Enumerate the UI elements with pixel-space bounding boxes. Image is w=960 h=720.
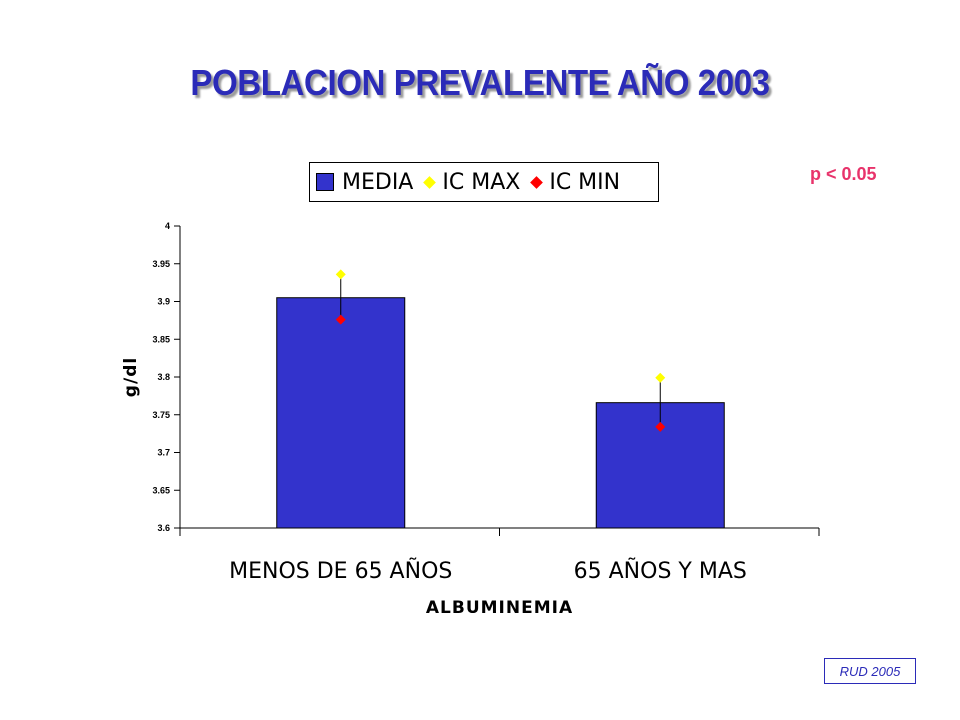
y-tick-label: 3.9 — [157, 297, 170, 307]
y-tick-label: 4 — [165, 221, 170, 231]
y-tick-label: 3.75 — [152, 410, 170, 420]
legend-swatch-media — [316, 173, 334, 191]
legend-label-media: MEDIA — [342, 169, 414, 195]
legend-label-ic-max: IC MAX — [442, 169, 521, 195]
chart-legend: MEDIA IC MAX IC MIN — [309, 162, 659, 202]
chart-error-markers — [335, 269, 666, 432]
legend-item-media: MEDIA — [316, 170, 413, 195]
legend-item-ic-max: IC MAX — [423, 170, 520, 195]
y-tick-label: 3.8 — [157, 372, 170, 382]
chart-title: POBLACION PREVALENTE AÑO 2003 — [190, 62, 770, 103]
ic-max-marker — [335, 269, 346, 280]
y-tick-label: 3.65 — [152, 485, 170, 495]
chart-bars — [276, 297, 725, 529]
y-tick-label: 3.85 — [152, 334, 170, 344]
x-category-label: MENOS DE 65 AÑOS — [229, 557, 452, 584]
y-tick-label: 3.95 — [152, 259, 170, 269]
y-tick-label: 3.7 — [157, 448, 170, 458]
p-value-annotation: p < 0.05 — [810, 164, 877, 184]
legend-label-ic-min: IC MIN — [549, 169, 621, 195]
credit-box: RUD 2005 — [824, 658, 916, 684]
bar-media — [276, 297, 406, 529]
y-tick-label: 3.6 — [157, 523, 170, 533]
ic-max-marker — [655, 372, 666, 383]
chart-labels: 3.6 3.65 3.7 3.75 3.8 3.85 3.9 3.95 4 MENOS DE 65… — [121, 221, 747, 618]
x-axis-title: ALBUMINEMIA — [426, 598, 573, 618]
y-axis-title: g/dl — [121, 357, 141, 397]
ic-min-marker — [655, 421, 666, 432]
legend-item-ic-min: IC MIN — [530, 170, 620, 195]
x-category-label: 65 AÑOS Y MAS — [574, 557, 747, 584]
ic-min-marker — [335, 314, 346, 325]
